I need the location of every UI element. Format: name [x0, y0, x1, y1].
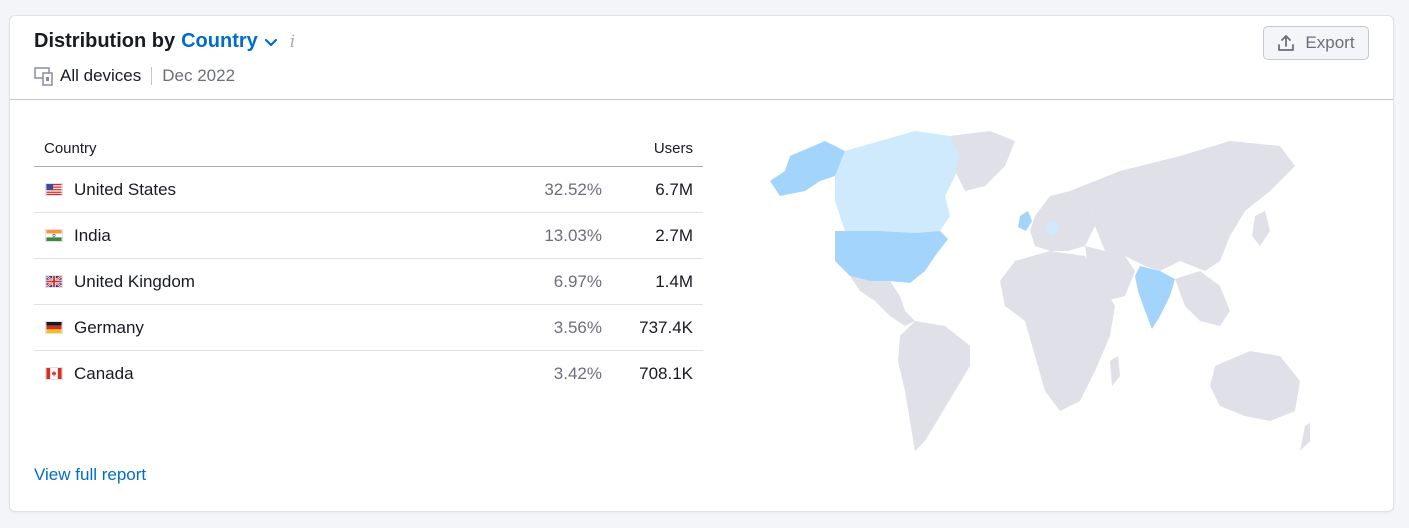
filters-row: All devices Dec 2022 — [34, 66, 235, 86]
country-users: 2.7M — [655, 225, 693, 245]
table-row: United States 32.52% 6.7M — [34, 167, 703, 213]
world-map — [770, 131, 1310, 451]
map-region-asia — [1070, 141, 1295, 271]
dimension-selector[interactable]: Country — [181, 30, 258, 52]
map-region-europe — [1030, 191, 1095, 251]
map-region-india — [1135, 266, 1175, 329]
distribution-card: Distribution by Country i All devices De… — [9, 15, 1394, 512]
us-flag-icon — [45, 183, 63, 196]
upload-icon — [1278, 35, 1295, 51]
divider — [151, 67, 153, 85]
country-share: 13.03% — [544, 225, 602, 245]
view-full-report-link[interactable]: View full report — [34, 465, 147, 484]
map-region-se-asia — [1175, 271, 1230, 326]
country-share: 3.56% — [553, 317, 602, 337]
country-share: 3.42% — [553, 363, 602, 383]
map-region-australia — [1210, 351, 1300, 421]
country-name: United States — [74, 179, 177, 199]
in-flag-icon — [45, 229, 63, 242]
country-name: Canada — [74, 363, 134, 383]
map-region-uk — [1018, 211, 1032, 231]
country-users: 708.1K — [639, 363, 693, 383]
table-header: Country Users — [34, 130, 703, 167]
info-icon[interactable]: i — [289, 31, 296, 52]
de-flag-icon — [45, 321, 63, 334]
devices-icon — [34, 67, 53, 86]
map-region-greenland — [950, 131, 1015, 191]
country-name: India — [74, 225, 111, 245]
map-region-germany — [1046, 221, 1059, 235]
country-name: Germany — [74, 317, 144, 337]
export-label: Export — [1305, 33, 1355, 52]
ca-flag-icon — [45, 367, 63, 380]
period-label: Dec 2022 — [162, 66, 236, 85]
chevron-down-icon[interactable] — [264, 35, 278, 49]
gb-flag-icon — [45, 275, 63, 288]
map-region-new-zealand — [1300, 422, 1310, 451]
table-row: Germany 3.56% 737.4K — [34, 305, 703, 351]
country-share: 6.97% — [553, 271, 602, 291]
country-table: Country Users United States 32.52% 6.7M … — [34, 130, 703, 396]
table-row: United Kingdom 6.97% 1.4M — [34, 259, 703, 305]
country-users: 6.7M — [655, 179, 693, 199]
country-users: 737.4K — [639, 317, 693, 337]
table-row: Canada 3.42% 708.1K — [34, 351, 703, 396]
column-country: Country — [44, 139, 97, 157]
map-region-japan — [1252, 211, 1270, 246]
map-region-canada — [835, 131, 965, 233]
map-region-alaska — [770, 141, 845, 196]
title-prefix: Distribution by — [34, 30, 176, 52]
map-region-mexico — [850, 276, 915, 326]
table-row: India 13.03% 2.7M — [34, 213, 703, 259]
column-users: Users — [653, 139, 693, 157]
country-name: United Kingdom — [74, 271, 195, 291]
country-users: 1.4M — [655, 271, 693, 291]
map-region-madagascar — [1110, 356, 1120, 386]
card-header: Distribution by Country i All devices De… — [10, 16, 1393, 100]
device-label[interactable]: All devices — [60, 66, 142, 85]
map-region-south-america — [898, 321, 970, 451]
card-title: Distribution by Country i — [34, 30, 295, 53]
map-region-africa — [1000, 251, 1115, 411]
export-button[interactable]: Export — [1263, 26, 1369, 60]
map-region-usa — [835, 231, 948, 283]
country-share: 32.52% — [544, 179, 602, 199]
